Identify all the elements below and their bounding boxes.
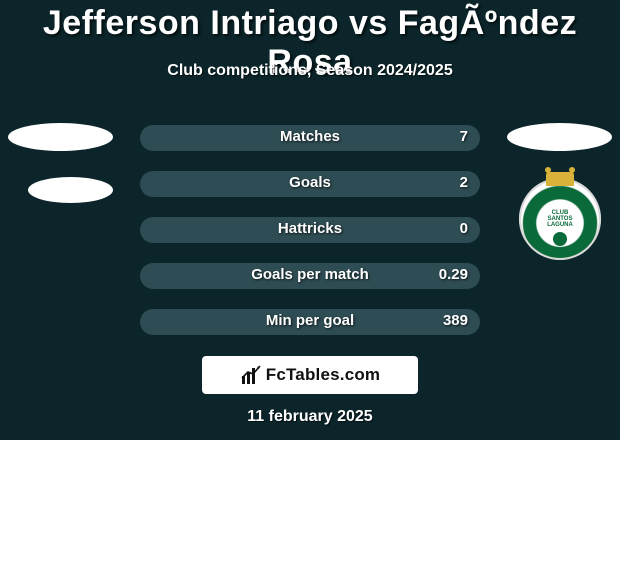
stat-row-hattricks: Hattricks 0 <box>140 217 480 243</box>
stat-row-matches: Matches 7 <box>140 125 480 151</box>
stat-label: Goals per match <box>140 266 480 283</box>
stat-row-goals: Goals 2 <box>140 171 480 197</box>
club-crest-santos-laguna: CLUB SANTOS LAGUNA <box>519 178 601 260</box>
stat-row-min-per-goal: Min per goal 389 <box>140 309 480 335</box>
bar-chart-icon <box>240 364 262 386</box>
crest-text: CLUB SANTOS LAGUNA <box>519 210 601 228</box>
crest-crown-icon <box>546 172 574 186</box>
stat-value-right: 389 <box>443 312 468 329</box>
stat-label: Hattricks <box>140 220 480 237</box>
stat-row-goals-per-match: Goals per match 0.29 <box>140 263 480 289</box>
stage: Jefferson Intriago vs FagÃºndez Rosa Clu… <box>0 0 620 580</box>
stat-value-right: 2 <box>460 174 468 191</box>
stat-label: Matches <box>140 128 480 145</box>
right-avatar-placeholder-1 <box>507 123 612 151</box>
stat-label: Goals <box>140 174 480 191</box>
stat-value-right: 7 <box>460 128 468 145</box>
left-avatar-placeholder-1 <box>8 123 113 151</box>
stat-value-right: 0 <box>460 220 468 237</box>
crest-text-bot: LAGUNA <box>547 222 573 228</box>
left-avatar-placeholder-2 <box>28 177 113 203</box>
stat-label: Min per goal <box>140 312 480 329</box>
footer-date: 11 february 2025 <box>0 408 620 426</box>
stat-value-right: 0.29 <box>439 266 468 283</box>
stats-bars: Matches 7 Goals 2 Hattricks 0 Goals per … <box>140 125 480 355</box>
branding-logo-box: FcTables.com <box>202 356 418 394</box>
branding-text: FcTables.com <box>266 365 381 385</box>
page-subtitle: Club competitions, Season 2024/2025 <box>0 62 620 80</box>
crest-ball-icon <box>553 232 567 246</box>
